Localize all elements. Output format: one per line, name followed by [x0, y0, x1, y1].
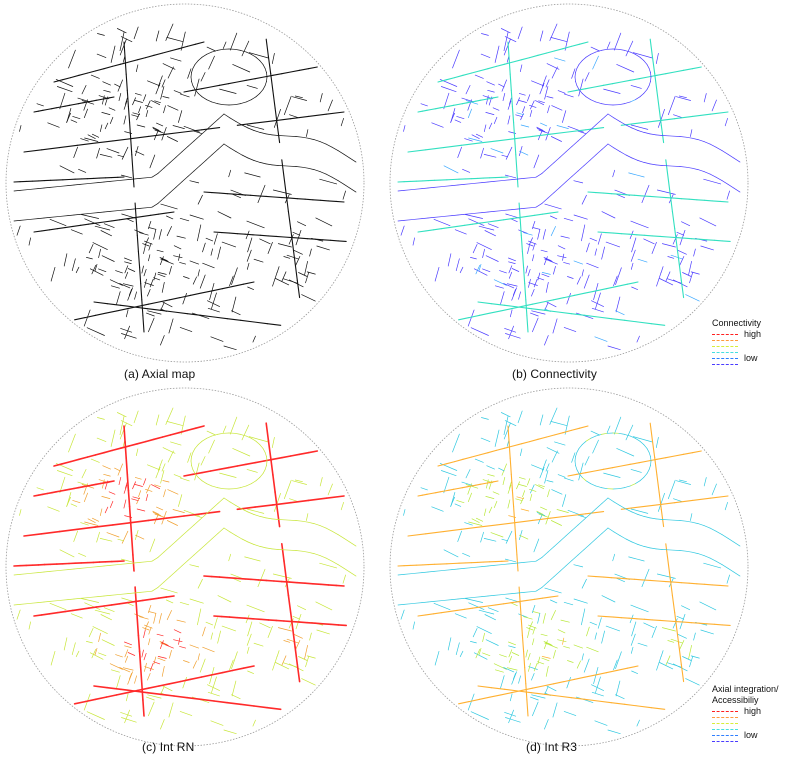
integration-legend-title-2: Accessibiliy [712, 695, 759, 705]
legend-swatch-row [712, 721, 779, 727]
legend-swatch-row [712, 715, 779, 721]
legend-swatch-4 [712, 729, 738, 730]
legend-swatch-row [712, 739, 779, 745]
connectivity-legend-title: Connectivity [712, 318, 762, 328]
integration-legend: Axial integration/ Accessibiliy high low [712, 684, 779, 745]
integration-legend-high: high [744, 706, 762, 716]
street-network [397, 407, 741, 735]
connectivity-legend-low: low [744, 353, 758, 363]
legend-swatch-1 [712, 334, 738, 335]
legend-swatch-5 [712, 735, 738, 736]
legend-swatch-row: high [712, 706, 779, 716]
map-boundary-circle [389, 387, 749, 747]
legend-swatch-1 [712, 711, 738, 712]
caption-axial-map: (a) Axial map [124, 367, 196, 381]
caption-int-r3: (d) Int R3 [526, 740, 578, 754]
legend-swatch-2 [712, 340, 738, 341]
connectivity-legend: Connectivity high low [712, 318, 761, 368]
caption-int-rn: (c) Int RN [142, 740, 195, 754]
legend-swatch-row [712, 727, 779, 733]
caption-connectivity: (b) Connectivity [512, 367, 597, 381]
legend-swatch-5 [712, 358, 738, 359]
int-r3-map [389, 387, 749, 747]
legend-swatch-row [712, 344, 761, 350]
integration-legend-low: low [744, 730, 758, 740]
map-boundary-circle [5, 3, 365, 363]
legend-swatch-2 [712, 717, 738, 718]
map-boundary-circle [389, 3, 749, 363]
street-network [13, 407, 357, 735]
legend-swatch-3 [712, 346, 738, 347]
connectivity-legend-high: high [744, 329, 762, 339]
connectivity-map [389, 3, 749, 363]
legend-swatch-6 [712, 741, 738, 742]
legend-swatch-row [712, 350, 761, 356]
legend-swatch-row: low [712, 353, 761, 363]
legend-swatch-4 [712, 352, 738, 353]
street-network [13, 23, 357, 351]
legend-swatch-row: low [712, 730, 779, 740]
int-rn-map-panel [4, 386, 366, 748]
int-rn-map [5, 387, 365, 747]
axial-map [5, 3, 365, 363]
legend-swatch-3 [712, 723, 738, 724]
axial-map-panel [4, 2, 366, 364]
int-r3-map-panel [388, 386, 750, 748]
map-boundary-circle [5, 387, 365, 747]
connectivity-map-panel [388, 2, 750, 364]
integration-legend-title-1: Axial integration/ [712, 684, 779, 694]
legend-swatch-row [712, 362, 761, 368]
legend-swatch-6 [712, 364, 738, 365]
legend-swatch-row: high [712, 329, 762, 339]
street-network [397, 23, 741, 351]
legend-swatch-row [712, 338, 761, 344]
